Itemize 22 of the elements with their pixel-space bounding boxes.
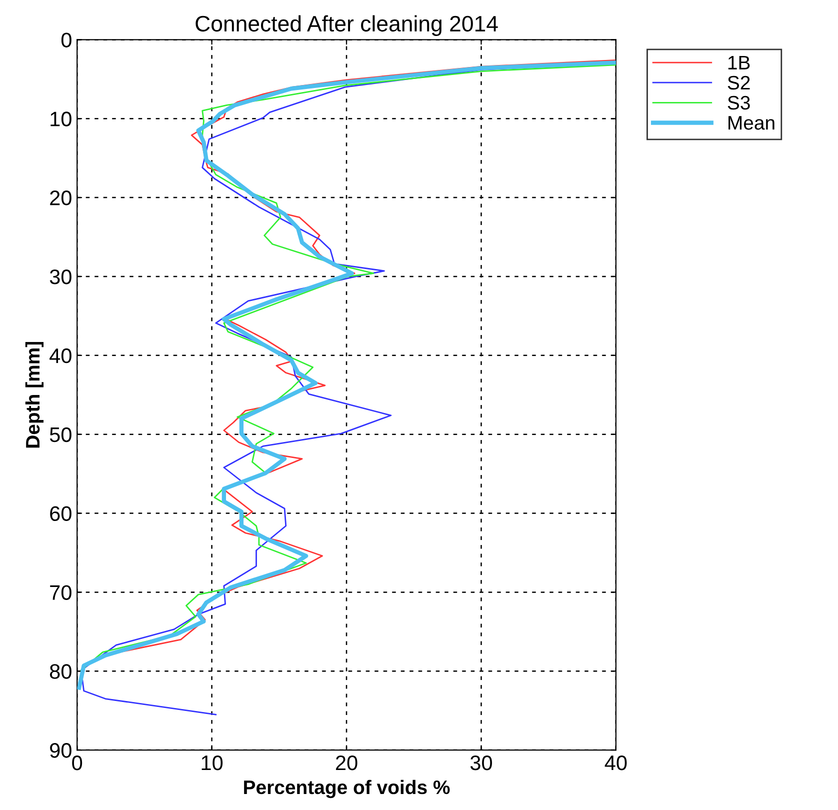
x-tick-label: 10: [202, 755, 223, 770]
y-tick-label: 80: [50, 664, 72, 679]
y-tick-label: 70: [50, 585, 72, 600]
legend-label: S3: [728, 96, 750, 110]
x-tick-label: 40: [604, 755, 627, 770]
y-tick-label: 40: [50, 348, 72, 364]
y-axis-title: Depth [mm]: [25, 342, 44, 448]
legend-label: S2: [728, 76, 750, 90]
legend-label: Mean: [728, 116, 774, 130]
y-tick-label: 60: [50, 506, 72, 522]
y-tick-label: 20: [50, 190, 72, 206]
chart-title: Connected After cleaning 2014: [196, 15, 498, 36]
x-axis-title: Percentage of voids %: [244, 780, 450, 798]
x-tick-label: 20: [336, 755, 358, 770]
y-tick-label: 0: [61, 32, 72, 48]
x-tick-label: 0: [72, 755, 82, 770]
x-tick-label: 30: [470, 755, 492, 770]
y-tick-label: 90: [50, 743, 72, 758]
y-tick-label: 30: [50, 269, 72, 284]
y-tick-label: 10: [50, 112, 72, 126]
legend-label: 1B: [728, 56, 750, 70]
y-tick-label: 50: [50, 427, 72, 442]
